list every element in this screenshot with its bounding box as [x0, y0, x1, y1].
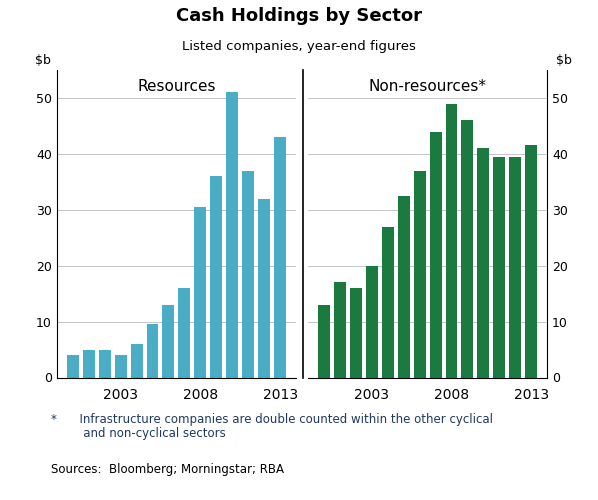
Text: Listed companies, year-end figures: Listed companies, year-end figures [182, 40, 416, 52]
Bar [398, 196, 410, 378]
Text: $b: $b [556, 54, 572, 68]
Bar [429, 132, 441, 378]
Bar [414, 170, 426, 378]
Bar [462, 120, 474, 378]
Bar [366, 266, 378, 378]
Bar [83, 350, 94, 378]
Text: Cash Holdings by Sector: Cash Holdings by Sector [176, 7, 422, 25]
Bar [210, 176, 222, 378]
Bar [258, 198, 270, 378]
Text: Sources:  Bloomberg; Morningstar; RBA: Sources: Bloomberg; Morningstar; RBA [51, 462, 284, 475]
Bar [130, 344, 142, 378]
Text: *: * [51, 412, 57, 426]
Text: Resources: Resources [137, 79, 216, 94]
Bar [477, 148, 489, 378]
Bar [274, 137, 286, 378]
Bar [226, 92, 238, 378]
Bar [350, 288, 362, 378]
Text: Infrastructure companies are double counted within the other cyclical
   and non: Infrastructure companies are double coun… [72, 412, 493, 440]
Text: $b: $b [35, 54, 51, 68]
Bar [147, 324, 158, 378]
Bar [334, 282, 346, 378]
Bar [525, 146, 537, 378]
Text: Non-resources*: Non-resources* [368, 79, 487, 94]
Bar [67, 355, 79, 378]
Bar [178, 288, 190, 378]
Bar [242, 170, 254, 378]
Bar [493, 156, 505, 378]
Bar [194, 207, 206, 378]
Bar [446, 104, 457, 378]
Bar [99, 350, 111, 378]
Bar [163, 305, 175, 378]
Bar [382, 226, 393, 378]
Bar [509, 156, 521, 378]
Bar [115, 355, 127, 378]
Bar [318, 305, 330, 378]
